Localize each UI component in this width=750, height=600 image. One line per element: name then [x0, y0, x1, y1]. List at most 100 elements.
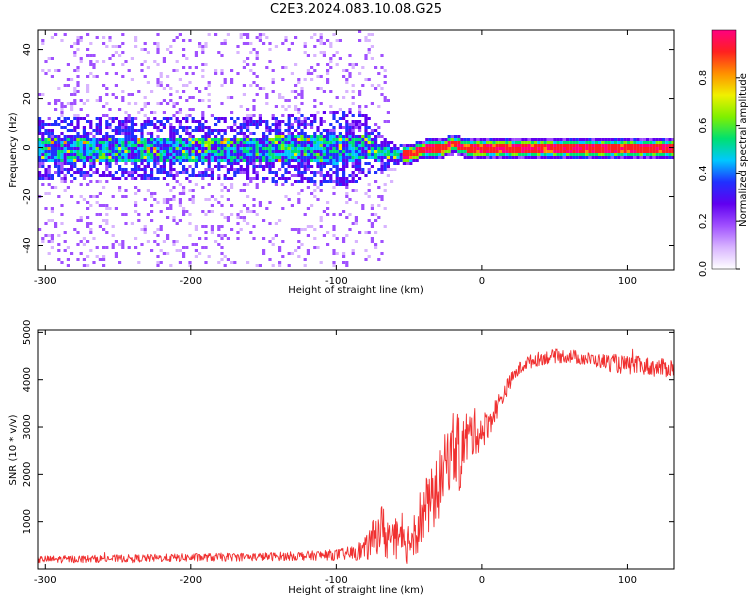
heatmap-cell — [121, 174, 125, 177]
heatmap-cell — [594, 144, 598, 147]
heatmap-cell — [76, 156, 80, 159]
heatmap-cell — [377, 159, 381, 162]
heatmap-cell — [246, 114, 250, 117]
heatmap-cell — [172, 195, 176, 198]
heatmap-cell — [598, 144, 602, 147]
heatmap-cell — [159, 144, 163, 147]
heatmap-cell — [454, 147, 458, 150]
heatmap-cell — [198, 120, 202, 123]
heatmap-cell — [73, 90, 77, 93]
heatmap-cell — [194, 156, 198, 159]
heatmap-cell — [92, 66, 96, 69]
heatmap-cell — [86, 54, 90, 57]
heatmap-cell — [348, 198, 352, 201]
heatmap-cell — [172, 240, 176, 243]
heatmap-cell — [271, 165, 275, 168]
heatmap-cell — [364, 162, 368, 165]
heatmap-cell — [89, 222, 93, 225]
heatmap-cell — [121, 126, 125, 129]
heatmap-cell — [383, 69, 387, 72]
heatmap-cell — [105, 219, 109, 222]
heatmap-cell — [287, 165, 291, 168]
heatmap-cell — [188, 138, 192, 141]
heatmap-cell — [191, 144, 195, 147]
heatmap-cell — [166, 153, 170, 156]
heatmap-cell — [383, 156, 387, 159]
heatmap-cell — [326, 180, 330, 183]
heatmap-cell — [146, 138, 150, 141]
heatmap-cell — [406, 156, 410, 159]
heatmap-cell — [303, 132, 307, 135]
heatmap-cell — [383, 81, 387, 84]
heatmap-cell — [111, 195, 115, 198]
heatmap-cell — [332, 249, 336, 252]
heatmap-cell — [236, 213, 240, 216]
heatmap-cell — [54, 33, 58, 36]
heatmap-cell — [310, 138, 314, 141]
heatmap-cell — [150, 144, 154, 147]
heatmap-cell — [623, 141, 627, 144]
heatmap-cell — [220, 159, 224, 162]
heatmap-cell — [316, 165, 320, 168]
heatmap-cell — [652, 147, 656, 150]
heatmap-cell — [390, 159, 394, 162]
heatmap-cell — [201, 171, 205, 174]
heatmap-cell — [294, 144, 298, 147]
heatmap-cell — [460, 141, 464, 144]
heatmap-cell — [396, 153, 400, 156]
heatmap-cell — [377, 168, 381, 171]
heatmap-cell — [383, 99, 387, 102]
heatmap-cell — [329, 57, 333, 60]
heatmap-cell — [223, 234, 227, 237]
heatmap-cell — [191, 129, 195, 132]
heatmap-cell — [329, 141, 333, 144]
heatmap-cell — [642, 156, 646, 159]
heatmap-cell — [553, 147, 557, 150]
heatmap-cell — [578, 147, 582, 150]
heatmap-cell — [242, 216, 246, 219]
heatmap-cell — [271, 156, 275, 159]
heatmap-cell — [258, 264, 262, 267]
heatmap-cell — [111, 93, 115, 96]
heatmap-cell — [473, 156, 477, 159]
heatmap-cell — [486, 153, 490, 156]
heatmap-cell — [370, 129, 374, 132]
heatmap-cell — [303, 138, 307, 141]
heatmap-cell — [524, 156, 528, 159]
heatmap-cell — [204, 198, 208, 201]
heatmap-cell — [86, 207, 90, 210]
heatmap-cell — [386, 141, 390, 144]
heatmap-cell — [118, 189, 122, 192]
heatmap-cell — [322, 51, 326, 54]
heatmap-cell — [284, 147, 288, 150]
heatmap-cell — [230, 144, 234, 147]
heatmap-cell — [342, 168, 346, 171]
heatmap-cell — [134, 168, 138, 171]
heatmap-cell — [178, 171, 182, 174]
heatmap-cell — [290, 72, 294, 75]
heatmap-cell — [361, 135, 365, 138]
heatmap-cell — [370, 165, 374, 168]
heatmap-cell — [332, 192, 336, 195]
heatmap-cell — [306, 165, 310, 168]
heatmap-cell — [489, 138, 493, 141]
heatmap-cell — [255, 57, 259, 60]
heatmap-cell — [38, 156, 42, 159]
heatmap-cell — [332, 225, 336, 228]
heatmap-cell — [239, 168, 243, 171]
colorbar-label: Normalized spectral amplitude — [738, 73, 749, 227]
heatmap-cell — [639, 150, 643, 153]
heatmap-cell — [233, 129, 237, 132]
heatmap-cell — [377, 135, 381, 138]
heatmap-cell — [566, 138, 570, 141]
heatmap-cell — [38, 138, 42, 141]
heatmap-cell — [124, 153, 128, 156]
heatmap-cell — [169, 147, 173, 150]
heatmap-cell — [281, 114, 285, 117]
heatmap-cell — [607, 156, 611, 159]
heatmap-cell — [150, 249, 154, 252]
heatmap-cell — [313, 171, 317, 174]
heatmap-cell — [348, 75, 352, 78]
heatmap-cell — [130, 138, 134, 141]
heatmap-cell — [364, 57, 368, 60]
